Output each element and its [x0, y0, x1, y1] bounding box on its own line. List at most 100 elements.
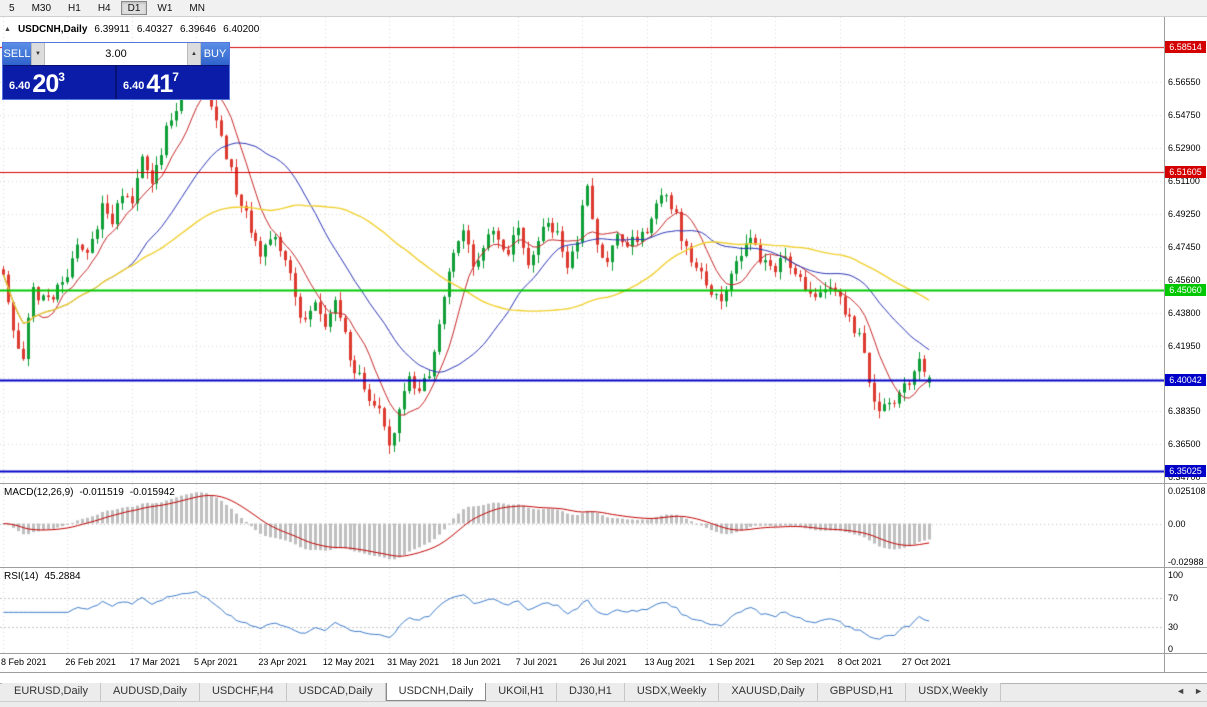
price-level-tag: 6.35025 [1165, 464, 1206, 477]
volume-control: ▼ ▲ [31, 43, 201, 65]
price-axis-label: 6.52900 [1168, 143, 1201, 154]
chart-tab-dj30-h1[interactable]: DJ30,H1 [557, 683, 625, 701]
macd-axis-label: -0.02988 [1168, 557, 1204, 568]
pane-separator-rsi[interactable] [0, 567, 1207, 568]
chart-symbol-label: USDCNH,Daily [17, 24, 88, 35]
buy-button[interactable]: BUY [201, 43, 229, 65]
rsi-name: RSI(14) [4, 571, 39, 582]
rsi-axis-label: 0 [1168, 644, 1174, 655]
timeframe-mn[interactable]: MN [189, 3, 205, 14]
ohlc-high: 6.40327 [136, 24, 173, 35]
chart-tab-bar: EURUSD,Daily AUDUSD,Daily USDCHF,H4 USDCAD,… [0, 683, 1207, 701]
chart-tab-xauusd-daily[interactable]: XAUUSD,Daily [719, 683, 818, 701]
timeframe-toolbar: 5 M30 H1 H4 D1 W1 MN [0, 0, 1207, 17]
date-axis-label: 1 Sep 2021 [708, 657, 755, 667]
chart-tab-usdx-weekly[interactable]: USDX,Weekly [906, 683, 1001, 701]
date-axis-label: 26 Feb 2021 [65, 657, 116, 667]
ohlc-low: 6.39646 [179, 24, 217, 35]
rsi-axis-label: 30 [1168, 622, 1179, 633]
rsi-axis-label: 70 [1168, 592, 1179, 603]
volume-input[interactable] [45, 43, 187, 65]
date-axis-label: 7 Jul 2021 [515, 657, 558, 667]
chart-tab-ukoil-h1[interactable]: UKOil,H1 [486, 683, 558, 701]
date-axis-label: 18 Jun 2021 [451, 657, 501, 667]
rsi-indicator-canvas[interactable] [0, 568, 1164, 653]
buy-price-display[interactable]: 6.40 41 7 [117, 66, 229, 99]
timeframe-w1[interactable]: W1 [157, 3, 173, 14]
price-axis-label: 6.47450 [1168, 241, 1201, 252]
sell-price-superscript: 3 [58, 70, 65, 84]
date-axis-label: 26 Jul 2021 [580, 657, 627, 667]
macd-axis-label: 0.00 [1168, 518, 1186, 529]
price-level-tag: 6.51605 [1165, 165, 1206, 178]
price-axis-border [1164, 17, 1165, 672]
price-axis-label: 6.38350 [1168, 405, 1201, 416]
pane-separator-dates [0, 653, 1207, 654]
price-axis-label: 6.41950 [1168, 340, 1201, 351]
buy-price-superscript: 7 [172, 70, 179, 84]
chart-tab-audusd-daily[interactable]: AUDUSD,Daily [100, 683, 200, 701]
price-axis-label: 6.54750 [1168, 109, 1201, 120]
buy-price-prefix: 6.40 [123, 80, 145, 92]
one-click-trading-panel: SELL ▼ ▲ BUY 6.40 20 3 6.40 41 7 [2, 42, 230, 100]
date-axis-label: 17 Mar 2021 [129, 657, 181, 667]
price-axis-label: 6.56550 [1168, 77, 1201, 88]
price-axis-label: 6.45600 [1168, 275, 1201, 286]
chart-tab-usdchf-h4[interactable]: USDCHF,H4 [199, 683, 287, 701]
rsi-axis-label: 100 [1168, 570, 1184, 581]
price-level-tag: 6.45060 [1165, 283, 1206, 296]
date-axis-label: 31 May 2021 [387, 657, 440, 667]
timeframe-d1[interactable]: D1 [120, 1, 148, 15]
sell-price-prefix: 6.40 [9, 80, 31, 92]
price-level-tag: 6.58514 [1165, 41, 1206, 54]
date-axis-label: 8 Oct 2021 [837, 657, 882, 667]
chart-bottom-border [0, 672, 1207, 673]
date-axis-label: 20 Sep 2021 [773, 657, 825, 667]
sell-price-main: 20 [32, 70, 59, 98]
chart-tab-usdcnh-daily[interactable]: USDCNH,Daily [385, 683, 487, 701]
tab-scroll-controls: ◄ ► [1176, 686, 1203, 696]
macd-value-main: -0.011519 [79, 487, 124, 498]
sell-button[interactable]: SELL [3, 43, 31, 65]
rsi-value: 45.2884 [44, 571, 81, 582]
macd-label: MACD(12,26,9) -0.011519 -0.015942 [4, 487, 175, 498]
price-level-tag: 6.40042 [1165, 374, 1206, 387]
macd-name: MACD(12,26,9) [4, 487, 74, 498]
date-axis-label: 27 Oct 2021 [901, 657, 951, 667]
chart-title: ▲ USDCNH,Daily 6.39911 6.40327 6.39646 6… [4, 24, 259, 35]
timeframe-5[interactable]: 5 [9, 3, 15, 14]
date-axis-label: 23 Apr 2021 [258, 657, 307, 667]
chart-tab-eurusd-daily[interactable]: EURUSD,Daily [2, 683, 101, 701]
macd-indicator-canvas[interactable] [0, 484, 1164, 567]
rsi-label: RSI(14) 45.2884 [4, 571, 81, 582]
macd-value-signal: -0.015942 [129, 487, 175, 498]
chart-tab-usdcad-daily[interactable]: USDCAD,Daily [286, 683, 386, 701]
date-axis-label: 8 Feb 2021 [1, 657, 47, 667]
date-axis-label: 13 Aug 2021 [644, 657, 696, 667]
buy-price-main: 41 [146, 70, 173, 98]
price-axis-label: 6.51100 [1168, 175, 1200, 186]
price-axis-label: 6.49250 [1168, 209, 1201, 220]
tab-scroll-right-button[interactable]: ► [1194, 686, 1203, 696]
timeframe-h4[interactable]: H4 [97, 3, 111, 14]
volume-increase-button[interactable]: ▲ [187, 43, 201, 65]
sell-price-display[interactable]: 6.40 20 3 [3, 66, 115, 99]
price-axis-label: 6.36500 [1168, 439, 1201, 450]
volume-decrease-button[interactable]: ▼ [31, 43, 45, 65]
tab-scroll-left-button[interactable]: ◄ [1176, 686, 1186, 696]
macd-axis-label: 0.025108 [1168, 485, 1206, 496]
ohlc-open: 6.39911 [94, 24, 130, 35]
chart-tab-usdx-weekly[interactable]: USDX,Weekly [624, 683, 720, 701]
pane-separator-macd[interactable] [0, 483, 1207, 484]
timeframe-h1[interactable]: H1 [68, 3, 81, 14]
collapse-arrow-icon[interactable]: ▲ [4, 26, 11, 33]
chart-tab-gbpusd-h1[interactable]: GBPUSD,H1 [817, 683, 907, 701]
date-axis-label: 12 May 2021 [322, 657, 375, 667]
window-bottom-strip [0, 701, 1207, 707]
date-axis-label: 5 Apr 2021 [194, 657, 238, 667]
timeframe-m30[interactable]: M30 [31, 3, 52, 14]
price-axis-label: 6.43800 [1168, 307, 1201, 318]
ohlc-close: 6.40200 [223, 24, 260, 35]
chart-tabs: EURUSD,Daily AUDUSD,Daily USDCHF,H4 USDCAD,… [2, 683, 1001, 701]
